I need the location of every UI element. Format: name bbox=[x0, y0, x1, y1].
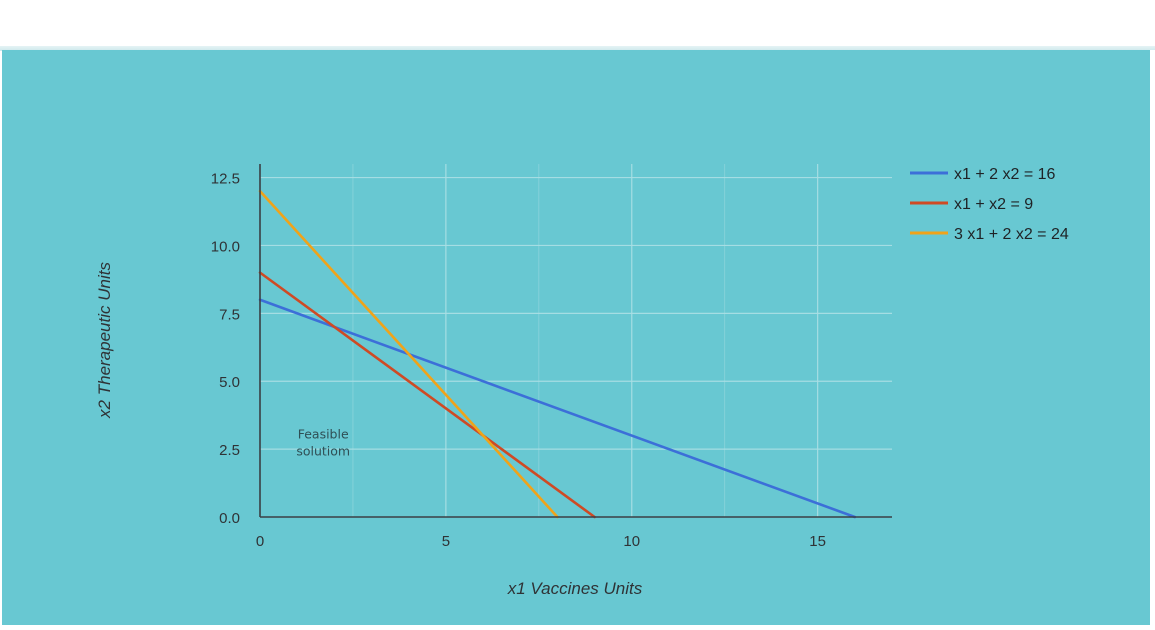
y-tick-label: 7.5 bbox=[219, 306, 240, 323]
x-tick-label: 0 bbox=[256, 533, 264, 550]
annotation-line: Feasible bbox=[298, 426, 349, 441]
series-line-3 bbox=[258, 189, 559, 519]
x-tick-label: 10 bbox=[623, 533, 640, 550]
x-tick-label: 15 bbox=[809, 533, 826, 550]
series-line-1 bbox=[258, 298, 857, 519]
annotations: Feasible solutiom bbox=[296, 426, 350, 458]
annotation-feasible-solution: Feasible solutiom bbox=[296, 426, 350, 458]
annotation-line: solutiom bbox=[296, 443, 350, 458]
series-lines bbox=[258, 189, 857, 519]
y-tick-label: 12.5 bbox=[211, 171, 240, 188]
tick-labels: 0 5 10 15 0.0 2.5 5.0 7.5 10.0 12.5 bbox=[211, 171, 826, 550]
x-tick-label: 5 bbox=[442, 533, 450, 550]
y-axis-label: x2 Therapeutic Units bbox=[95, 262, 114, 419]
legend-label-3: 3 x1 + 2 x2 = 24 bbox=[954, 226, 1069, 243]
chart-svg: 0 5 10 15 0.0 2.5 5.0 7.5 10.0 12.5 Feasible solut… bbox=[2, 50, 1150, 625]
chart-background bbox=[2, 50, 1150, 625]
axes bbox=[259, 164, 892, 518]
x-axis-label: x1 Vaccines Units bbox=[507, 579, 643, 598]
legend-label-1: x1 + 2 x2 = 16 bbox=[954, 166, 1056, 183]
y-tick-label: 5.0 bbox=[219, 374, 240, 391]
window-top-strip bbox=[0, 46, 1155, 51]
grid-lines bbox=[260, 164, 892, 517]
legend-label-2: x1 + x2 = 9 bbox=[954, 196, 1033, 213]
y-tick-label: 0.0 bbox=[219, 510, 240, 527]
window-right-edge bbox=[1150, 50, 1155, 625]
legend: x1 + 2 x2 = 16 x1 + x2 = 9 3 x1 + 2 x2 = 2… bbox=[910, 166, 1069, 243]
y-tick-label: 2.5 bbox=[219, 442, 240, 459]
series-line-2 bbox=[258, 271, 596, 519]
chart-panel: 0 5 10 15 0.0 2.5 5.0 7.5 10.0 12.5 Feasible solut… bbox=[2, 50, 1150, 625]
y-tick-label: 10.0 bbox=[211, 238, 240, 255]
